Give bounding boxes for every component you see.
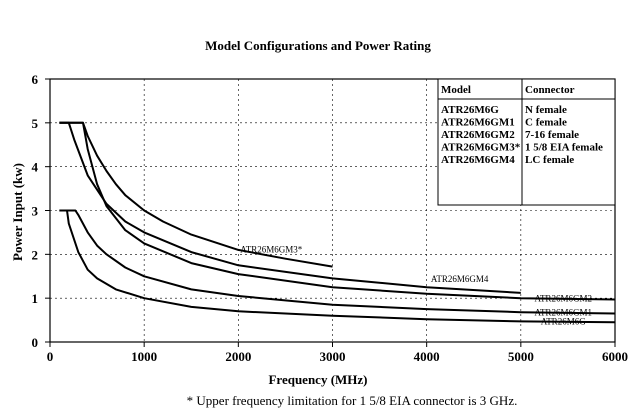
legend-header-connector: Connector xyxy=(525,84,575,96)
x-tick-label: 0 xyxy=(47,349,54,364)
series-line xyxy=(59,121,333,268)
y-tick-label: 2 xyxy=(32,247,39,262)
series-label: ATR26M6GM3* xyxy=(240,244,303,254)
x-axis-label: Frequency (MHz) xyxy=(268,372,367,387)
x-tick-label: 4000 xyxy=(414,349,440,364)
legend-model-cell: ATR26M6GM2 xyxy=(441,129,515,141)
legend-connector-cell: 1 5/8 EIA female xyxy=(525,142,603,154)
y-tick-label: 6 xyxy=(32,72,39,87)
series-label: ATR26M6GM4 xyxy=(431,274,489,284)
legend-model-cell: ATR26M6GM1 xyxy=(441,117,515,129)
x-axis-ticks: 0 1000 2000 3000 4000 5000 6000 xyxy=(47,342,628,364)
y-tick-label: 3 xyxy=(32,204,39,219)
footnote: * Upper frequency limitation for 1 5/8 E… xyxy=(187,393,518,408)
legend-connector-cell: LC female xyxy=(525,154,574,166)
series-label: ATR26M6G xyxy=(541,316,587,326)
legend-header-model: Model xyxy=(441,84,471,96)
y-axis-label: Power Input (kw) xyxy=(10,163,25,261)
series-label: ATR26M6GM2 xyxy=(534,293,592,303)
x-tick-label: 6000 xyxy=(602,349,628,364)
series-line xyxy=(59,121,521,294)
series-line xyxy=(59,121,616,301)
y-tick-label: 1 xyxy=(32,291,39,306)
series-lines xyxy=(59,121,616,324)
y-tick-label: 0 xyxy=(32,335,39,350)
x-tick-label: 2000 xyxy=(225,349,251,364)
legend-model-cell: ATR26M6GM4 xyxy=(441,154,515,166)
legend-rows: Model Connector ATR26M6G N female ATR26M6GM1… xyxy=(441,84,603,166)
series-line xyxy=(59,209,616,315)
legend-connector-cell: 7-16 female xyxy=(525,129,579,141)
x-tick-label: 5000 xyxy=(508,349,534,364)
y-tick-label: 4 xyxy=(32,160,39,175)
legend-connector-cell: N female xyxy=(525,104,567,116)
y-axis-ticks: 0 1 2 3 4 5 6 xyxy=(32,72,50,350)
y-tick-label: 5 xyxy=(32,116,39,131)
legend-model-cell: ATR26M6GM3* xyxy=(441,142,521,154)
x-tick-label: 1000 xyxy=(131,349,157,364)
chart-title: Model Configurations and Power Rating xyxy=(205,38,431,53)
series-labels: ATR26M6GM3* ATR26M6GM4 ATR26M6GM2 ATR26M6GM… xyxy=(240,244,592,326)
x-tick-label: 3000 xyxy=(320,349,346,364)
series-line xyxy=(59,209,616,324)
series-label: ATR26M6GM1 xyxy=(534,308,592,318)
legend-connector-cell: C female xyxy=(525,117,567,129)
legend-model-cell: ATR26M6G xyxy=(441,104,499,116)
legend-box xyxy=(437,78,616,206)
legend-table: Model Connector ATR26M6G N female ATR26M6GM1… xyxy=(437,78,616,206)
